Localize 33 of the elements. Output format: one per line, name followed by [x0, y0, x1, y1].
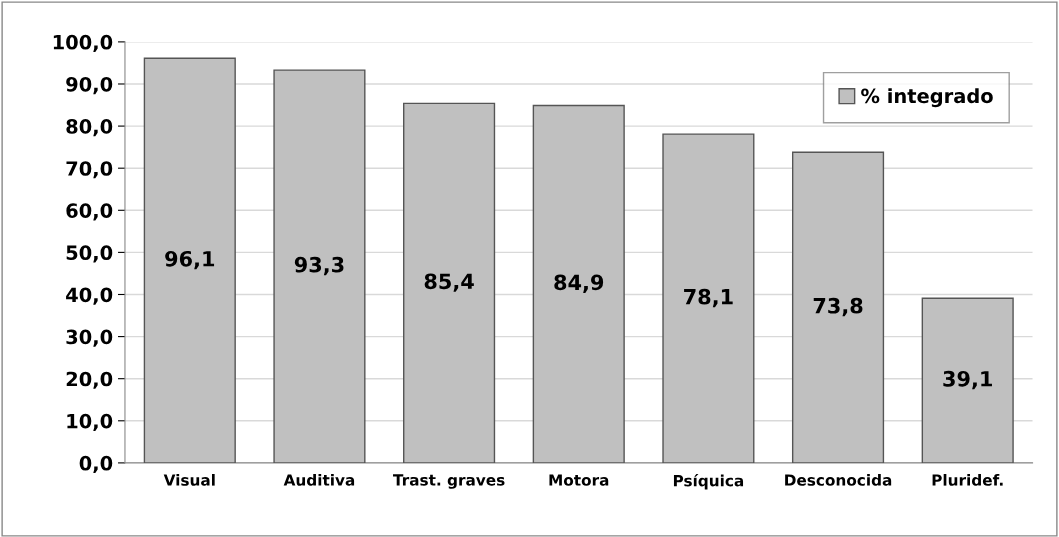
- bar: [403, 102, 496, 463]
- bar: [273, 69, 366, 463]
- text: 85,4: [424, 273, 474, 292]
- y-tick-label: 40,0: [66, 287, 113, 305]
- text: 39,1: [943, 370, 992, 390]
- x-tick-label: Visual: [163, 474, 215, 486]
- x-tick-label: Auditiva: [283, 474, 355, 486]
- y-tick-label: 30,0: [66, 329, 113, 347]
- y-tick-label: 90,0: [66, 76, 113, 95]
- y-tick-label: 100,0: [53, 34, 113, 53]
- y-tick-label: 50,0: [66, 245, 113, 263]
- text: 96,1: [165, 250, 215, 270]
- bar: [921, 297, 1014, 463]
- y-tick-label: 70,0: [66, 161, 113, 179]
- bar: [662, 133, 755, 463]
- y-tick-label: 80,0: [66, 119, 113, 137]
- bar: [791, 151, 885, 463]
- bar: [143, 57, 236, 463]
- text: 78,1: [684, 288, 733, 308]
- text: 73,8: [813, 297, 863, 317]
- y-tick-label: 10,0: [67, 413, 113, 431]
- text: 93,3: [294, 256, 344, 276]
- x-tick-label: Motora: [549, 474, 609, 486]
- x-tick-label: Desconocida: [785, 474, 892, 486]
- x-tick-label: Pluridef.: [932, 474, 1003, 486]
- text: 84,9: [554, 274, 604, 293]
- x-tick-label: Psíquica: [673, 474, 744, 490]
- y-tick-label: 0,0: [79, 455, 113, 474]
- y-tick-label: 60,0: [66, 203, 113, 221]
- bar: [532, 104, 625, 463]
- y-tick-label: 20,0: [66, 371, 113, 389]
- legend-label: % integrado: [861, 88, 993, 108]
- x-tick-label: Trast. graves: [393, 474, 505, 489]
